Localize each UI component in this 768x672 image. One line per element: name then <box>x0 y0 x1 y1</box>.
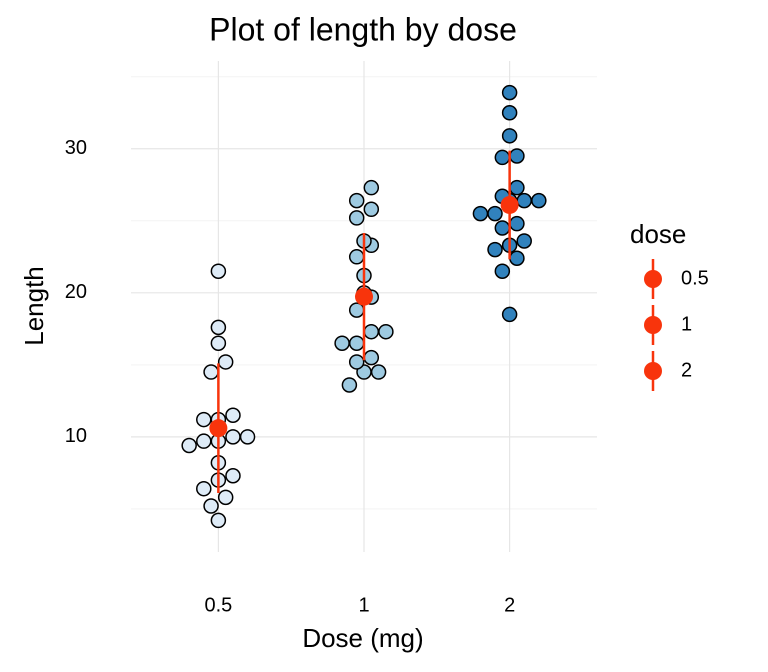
y-tick-label: 30 <box>65 137 87 159</box>
dot <box>210 263 227 279</box>
dot <box>370 364 387 380</box>
dot <box>487 241 503 258</box>
dot <box>501 128 518 144</box>
legend-label: 2 <box>681 359 692 381</box>
dot <box>210 319 227 336</box>
dot <box>363 323 380 340</box>
dot <box>181 437 197 454</box>
dot <box>210 512 227 529</box>
dot <box>494 263 511 279</box>
dot <box>509 250 525 266</box>
dot <box>501 105 518 121</box>
y-tick-label: 20 <box>65 281 87 303</box>
dot <box>501 84 518 101</box>
dot <box>348 354 365 370</box>
legend-label: 1 <box>681 313 692 335</box>
dot <box>225 407 241 423</box>
dot <box>196 411 212 428</box>
dot <box>494 220 511 236</box>
dot <box>217 489 234 506</box>
dot <box>509 215 525 232</box>
dot <box>348 192 365 209</box>
mean-point <box>355 287 373 306</box>
dot <box>196 480 212 497</box>
mean-point <box>209 419 228 438</box>
dot <box>203 498 219 514</box>
dot <box>487 205 503 222</box>
legend-title: dose <box>630 219 686 249</box>
x-tick-label: 0.5 <box>204 594 232 616</box>
dot <box>348 249 365 265</box>
dot <box>217 354 234 370</box>
dot <box>196 433 212 449</box>
y-tick-label: 10 <box>65 425 87 447</box>
dot <box>494 149 511 166</box>
dot <box>363 349 380 366</box>
x-tick-label: 2 <box>504 594 515 616</box>
dot <box>210 335 227 351</box>
dot <box>348 335 365 351</box>
legend-key-point <box>644 362 662 380</box>
dot <box>225 467 241 484</box>
x-tick-label: 1 <box>358 594 369 616</box>
dot <box>225 429 241 445</box>
dot <box>509 179 525 196</box>
legend-label: 0.5 <box>681 267 709 289</box>
x-axis-label: Dose (mg) <box>302 623 423 653</box>
dot <box>516 233 532 249</box>
dot <box>531 192 547 209</box>
dot <box>348 210 365 226</box>
dot <box>378 323 394 340</box>
dot <box>363 201 380 218</box>
dot <box>334 335 350 351</box>
dot <box>203 364 219 380</box>
dot <box>341 377 358 393</box>
dot <box>363 179 380 196</box>
mean-point <box>500 195 519 214</box>
dot <box>239 429 256 445</box>
y-axis-label: Length <box>19 266 49 346</box>
chart-title: Plot of length by dose <box>209 11 517 47</box>
dot <box>509 148 525 164</box>
dot <box>472 205 489 222</box>
dot <box>516 192 532 209</box>
legend-key-point <box>644 270 662 288</box>
dot <box>501 306 518 323</box>
legend-key-point <box>644 316 662 334</box>
